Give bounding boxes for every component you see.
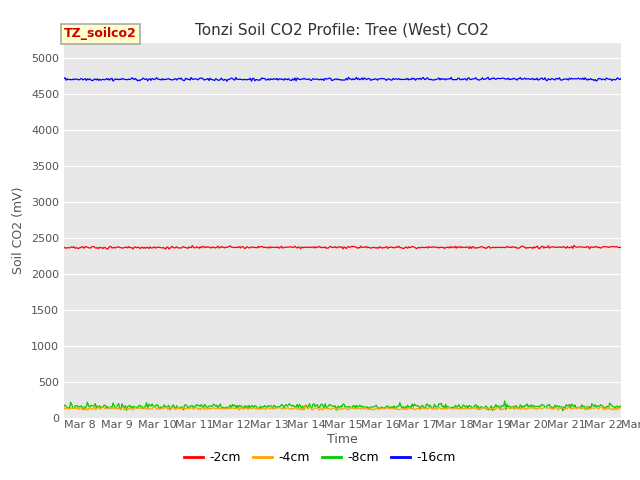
-8cm (392, 406, 399, 412)
-2cm (570, 242, 578, 248)
-16cm (617, 76, 625, 82)
-16cm (484, 74, 492, 80)
-2cm (104, 246, 111, 252)
-4cm (518, 407, 525, 412)
-4cm (326, 406, 333, 412)
-4cm (329, 405, 337, 411)
-2cm (393, 244, 401, 250)
-8cm (324, 403, 332, 409)
-2cm (329, 244, 337, 250)
Line: -2cm: -2cm (64, 245, 621, 249)
-8cm (559, 408, 566, 414)
-2cm (60, 244, 68, 250)
Line: -16cm: -16cm (64, 77, 621, 81)
-4cm (362, 406, 370, 412)
-16cm (223, 78, 231, 84)
-2cm (606, 244, 614, 250)
-8cm (518, 405, 525, 410)
-4cm (606, 406, 614, 412)
X-axis label: Time: Time (327, 433, 358, 446)
-4cm (617, 405, 625, 411)
-8cm (501, 398, 509, 404)
-8cm (617, 404, 625, 409)
Y-axis label: Soil CO2 (mV): Soil CO2 (mV) (12, 187, 26, 274)
-16cm (326, 75, 333, 81)
-8cm (60, 403, 68, 408)
Title: Tonzi Soil CO2 Profile: Tree (West) CO2: Tonzi Soil CO2 Profile: Tree (West) CO2 (195, 23, 490, 38)
-4cm (393, 406, 401, 412)
-8cm (328, 403, 335, 409)
Text: TZ_soilco2: TZ_soilco2 (64, 27, 137, 40)
-16cm (606, 76, 614, 82)
-16cm (393, 76, 401, 82)
-16cm (329, 77, 337, 83)
-4cm (598, 403, 605, 409)
-2cm (617, 245, 625, 251)
-2cm (326, 244, 333, 250)
Line: -8cm: -8cm (64, 401, 621, 411)
-16cm (519, 76, 527, 82)
-16cm (60, 76, 68, 82)
-2cm (518, 243, 525, 249)
-4cm (60, 405, 68, 410)
-2cm (362, 243, 370, 249)
-4cm (316, 407, 323, 413)
Legend: -2cm, -4cm, -8cm, -16cm: -2cm, -4cm, -8cm, -16cm (179, 446, 461, 469)
Line: -4cm: -4cm (64, 406, 621, 410)
-8cm (362, 404, 369, 410)
-16cm (362, 77, 370, 83)
-8cm (606, 400, 614, 406)
